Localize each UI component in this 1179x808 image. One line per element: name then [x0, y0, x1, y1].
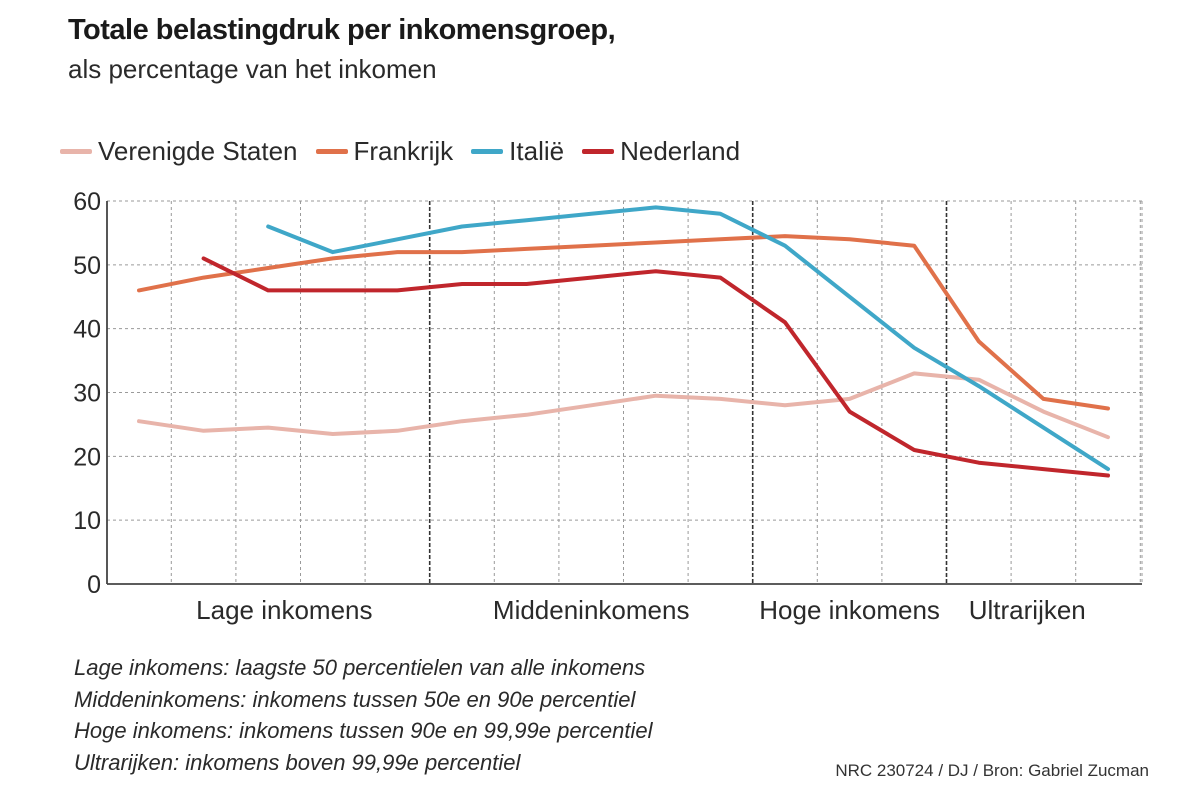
legend-swatch-nederland: [582, 149, 615, 154]
legend-label-italie: Italië: [509, 136, 565, 166]
source-credit: NRC 230724 / DJ / Bron: Gabriel Zucman: [835, 761, 1149, 780]
x-group-label: Ultrarijken: [969, 595, 1086, 625]
legend-label-nederland: Nederland: [620, 136, 741, 166]
footnote-middeninkomens: Middeninkomens: inkomens tussen 50e en 9…: [74, 686, 636, 712]
y-tick-label: 60: [73, 188, 101, 216]
legend-swatch-verenigde-staten: [60, 149, 92, 154]
y-tick-label: 10: [73, 507, 101, 535]
chart-title: Totale belastingdruk per inkomensgroep,: [68, 14, 616, 46]
x-group-label: Middeninkomens: [493, 595, 690, 625]
legend-item-frankrijk: Frankrijk: [315, 136, 454, 167]
legend: Verenigde Staten Frankrijk Italië Nederl…: [60, 136, 758, 167]
legend-swatch-italie: [471, 149, 504, 154]
x-group-label: Lage inkomens: [196, 595, 372, 625]
series-line-nederland: [201, 256, 1110, 478]
y-tick-label: 50: [73, 252, 101, 280]
series-line-frankrijk: [137, 234, 1110, 411]
legend-item-verenigde-staten: Verenigde Staten: [60, 136, 298, 167]
series-line-verenigde-staten: [137, 371, 1110, 440]
x-group-label: Hoge inkomens: [759, 595, 940, 625]
footnotes: Lage inkomens: laagste 50 percentielen v…: [74, 652, 652, 778]
chart-subtitle: als percentage van het inkomen: [68, 54, 437, 84]
y-tick-label: 0: [87, 571, 101, 599]
footnote-ultrarijken: Ultrarijken: inkomens boven 99,99e perce…: [74, 749, 521, 775]
legend-swatch-frankrijk: [315, 149, 348, 154]
series-line-italie: [266, 205, 1110, 472]
footnote-hoge-inkomens: Hoge inkomens: inkomens tussen 90e en 99…: [74, 718, 653, 743]
footnote-lage-inkomens: Lage inkomens: laagste 50 percentielen v…: [74, 655, 646, 680]
y-tick-label: 30: [73, 380, 101, 408]
legend-item-nederland: Nederland: [582, 136, 740, 167]
y-tick-label: 20: [73, 443, 101, 471]
legend-label-verenigde-staten: Verenigde Staten: [98, 136, 298, 166]
y-tick-label: 40: [73, 316, 101, 344]
legend-label-frankrijk: Frankrijk: [353, 136, 454, 166]
legend-item-italie: Italië: [471, 136, 564, 167]
